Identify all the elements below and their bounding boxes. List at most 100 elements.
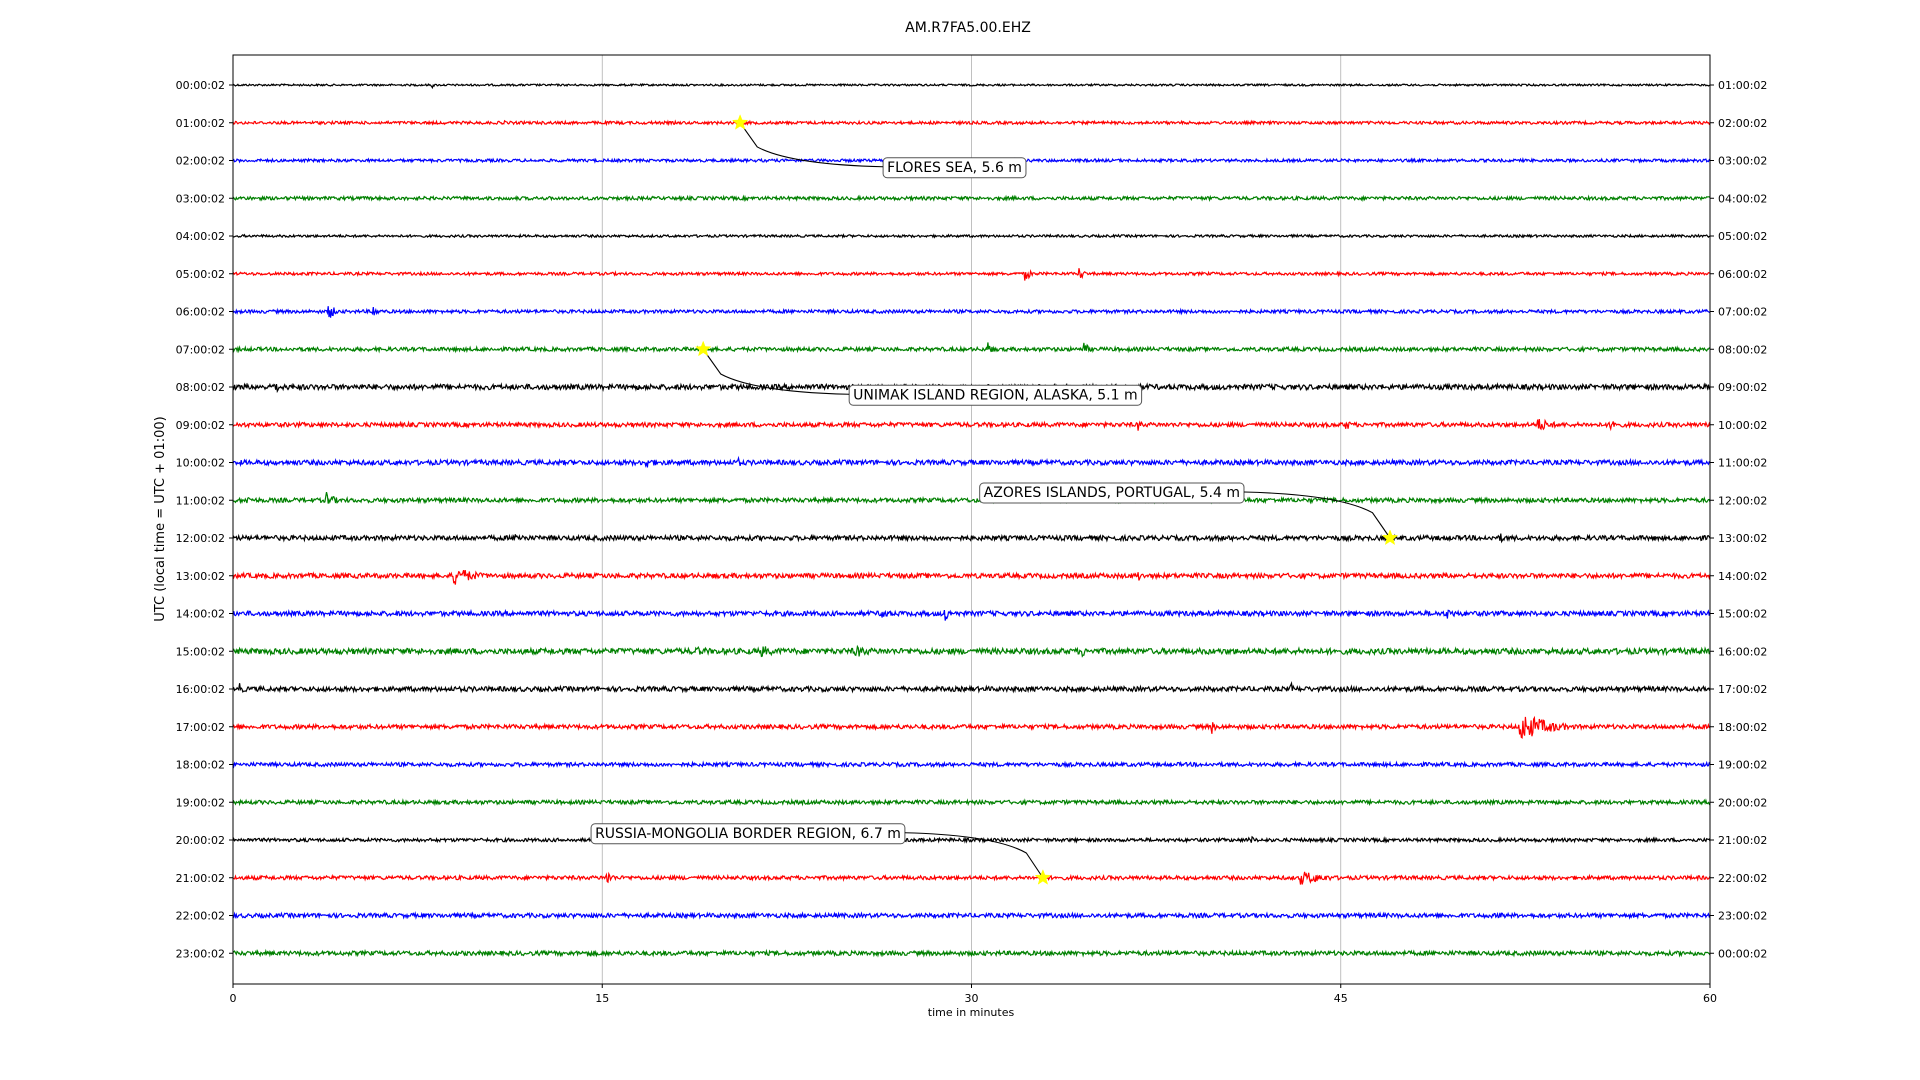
right-time-label: 05:00:02 <box>1718 230 1767 243</box>
event-annotation: AZORES ISLANDS, PORTUGAL, 5.4 m <box>979 482 1399 546</box>
left-time-label: 12:00:02 <box>176 532 225 545</box>
event-star-marker <box>1034 869 1052 885</box>
left-time-label: 06:00:02 <box>176 306 225 319</box>
trace-row-19 <box>232 797 1711 807</box>
trace-row-6 <box>232 306 1711 318</box>
event-leader-line <box>702 348 850 395</box>
right-time-label: 03:00:02 <box>1718 155 1767 168</box>
x-axis-title: time in minutes <box>928 1006 1015 1019</box>
event-label-box <box>882 157 1027 179</box>
trace-row-7 <box>232 342 1711 354</box>
trace-row-16 <box>232 681 1711 694</box>
left-time-label: 18:00:02 <box>176 759 225 772</box>
event-annotation: UNIMAK ISLAND REGION, ALASKA, 5.1 m <box>694 340 1143 406</box>
left-time-label: 14:00:02 <box>176 608 225 621</box>
trace-row-22 <box>232 910 1711 920</box>
trace-row-12 <box>232 533 1711 544</box>
x-axis-ticks: 0 15 30 45 60 <box>230 984 1717 1005</box>
right-time-label: 16:00:02 <box>1718 645 1767 658</box>
grid-lines <box>601 55 1342 984</box>
right-time-label: 13:00:02 <box>1718 532 1767 545</box>
right-time-label: 09:00:02 <box>1718 381 1767 394</box>
x-tick-label: 0 <box>230 992 237 1005</box>
event-annotation: RUSSIA-MONGOLIA BORDER REGION, 6.7 m <box>590 823 1052 885</box>
trace-row-15 <box>232 644 1711 658</box>
event-leader-line <box>739 122 884 168</box>
event-label: FLORES SEA, 5.6 m <box>887 160 1022 176</box>
x-tick-label: 60 <box>1703 992 1717 1005</box>
event-annotation: FLORES SEA, 5.6 m <box>731 114 1027 179</box>
left-time-label: 11:00:02 <box>176 494 225 507</box>
trace-row-1 <box>232 119 1711 127</box>
right-time-label: 08:00:02 <box>1718 343 1767 356</box>
trace-row-20 <box>232 835 1711 844</box>
event-label-box <box>979 482 1245 504</box>
right-time-labels: 01:00:02 02:00:02 03:00:02 04:00:02 05:00:02… <box>1710 79 1767 960</box>
right-time-label: 12:00:02 <box>1718 494 1767 507</box>
right-time-label: 00:00:02 <box>1718 947 1767 960</box>
left-time-label: 22:00:02 <box>176 910 225 923</box>
event-label: RUSSIA-MONGOLIA BORDER REGION, 6.7 m <box>595 826 901 842</box>
right-time-label: 14:00:02 <box>1718 570 1767 583</box>
trace-row-13 <box>232 570 1711 585</box>
right-time-label: 20:00:02 <box>1718 796 1767 809</box>
trace-row-10 <box>232 455 1711 468</box>
right-time-label: 11:00:02 <box>1718 457 1767 470</box>
chart-title: AM.R7FA5.00.EHZ <box>905 20 1031 36</box>
left-time-label: 16:00:02 <box>176 683 225 696</box>
left-time-label: 13:00:02 <box>176 570 225 583</box>
right-time-label: 17:00:02 <box>1718 683 1767 696</box>
trace-row-3 <box>232 194 1711 203</box>
left-time-label: 02:00:02 <box>176 155 225 168</box>
event-leader-line <box>1243 491 1391 539</box>
right-time-label: 18:00:02 <box>1718 721 1767 734</box>
event-label-box <box>848 384 1143 406</box>
event-star-marker <box>1381 529 1399 546</box>
x-tick-label: 15 <box>595 992 609 1005</box>
y-axis-title: UTC (local time = UTC + 01:00) <box>153 416 168 621</box>
event-annotations: FLORES SEA, 5.6 m UNIMAK ISLAND REGION, A… <box>590 114 1399 885</box>
x-tick-label: 30 <box>965 992 979 1005</box>
trace-row-9 <box>232 418 1711 432</box>
trace-row-23 <box>232 948 1711 958</box>
event-label: UNIMAK ISLAND REGION, ALASKA, 5.1 m <box>853 387 1137 403</box>
trace-row-14 <box>232 608 1711 621</box>
left-time-label: 20:00:02 <box>176 834 225 847</box>
seismic-traces <box>232 82 1711 958</box>
left-time-label: 19:00:02 <box>176 796 225 809</box>
event-leader-line <box>904 832 1044 879</box>
right-time-label: 22:00:02 <box>1718 872 1767 885</box>
trace-row-0 <box>232 82 1711 90</box>
right-time-label: 10:00:02 <box>1718 419 1767 432</box>
left-time-label: 04:00:02 <box>176 230 225 243</box>
left-time-label: 07:00:02 <box>176 343 225 356</box>
right-time-label: 01:00:02 <box>1718 79 1767 92</box>
trace-row-11 <box>232 491 1711 505</box>
x-tick-label: 45 <box>1334 992 1348 1005</box>
right-time-label: 07:00:02 <box>1718 306 1767 319</box>
right-time-label: 15:00:02 <box>1718 608 1767 621</box>
right-time-label: 21:00:02 <box>1718 834 1767 847</box>
trace-row-5 <box>232 268 1711 281</box>
trace-row-17 <box>232 715 1711 739</box>
left-time-label: 23:00:02 <box>176 947 225 960</box>
right-time-label: 06:00:02 <box>1718 268 1767 281</box>
trace-row-4 <box>232 233 1711 239</box>
left-time-label: 08:00:02 <box>176 381 225 394</box>
left-time-label: 00:00:02 <box>176 79 225 92</box>
left-time-label: 21:00:02 <box>176 872 225 885</box>
event-label: AZORES ISLANDS, PORTUGAL, 5.4 m <box>984 485 1240 501</box>
event-label-box <box>590 823 906 845</box>
event-star-marker <box>694 340 712 357</box>
trace-row-18 <box>232 760 1711 769</box>
left-time-labels: 00:00:02 01:00:02 02:00:02 03:00:02 04:00:02… <box>176 79 233 960</box>
event-star-marker <box>731 114 749 130</box>
right-time-label: 19:00:02 <box>1718 759 1767 772</box>
right-time-label: 02:00:02 <box>1718 117 1767 130</box>
left-time-label: 09:00:02 <box>176 419 225 432</box>
right-time-label: 04:00:02 <box>1718 192 1767 205</box>
left-time-label: 03:00:02 <box>176 192 225 205</box>
left-time-label: 10:00:02 <box>176 457 225 470</box>
left-time-label: 01:00:02 <box>176 117 225 130</box>
